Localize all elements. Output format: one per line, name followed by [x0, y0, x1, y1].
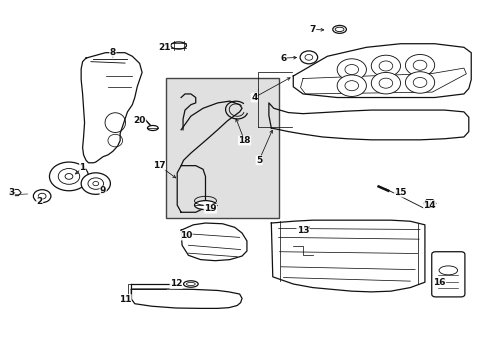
Ellipse shape: [194, 201, 216, 210]
Circle shape: [370, 55, 400, 77]
Circle shape: [344, 81, 358, 91]
Circle shape: [336, 75, 366, 96]
Text: 15: 15: [393, 188, 406, 197]
FancyBboxPatch shape: [431, 252, 464, 297]
Text: 17: 17: [153, 161, 165, 170]
Text: 6: 6: [280, 54, 286, 63]
Circle shape: [49, 162, 88, 191]
Polygon shape: [9, 189, 21, 195]
Circle shape: [405, 72, 434, 93]
Ellipse shape: [170, 42, 186, 49]
Circle shape: [378, 61, 392, 71]
Circle shape: [370, 72, 400, 94]
Text: 12: 12: [170, 279, 182, 288]
Ellipse shape: [334, 27, 343, 32]
Circle shape: [38, 193, 46, 199]
Ellipse shape: [186, 282, 195, 285]
Text: 18: 18: [238, 136, 250, 145]
Text: 19: 19: [203, 204, 216, 213]
Text: 9: 9: [100, 186, 106, 195]
Ellipse shape: [183, 281, 198, 287]
Circle shape: [405, 54, 434, 76]
Text: 16: 16: [432, 278, 445, 287]
Circle shape: [81, 173, 110, 194]
Text: 7: 7: [309, 25, 315, 34]
Circle shape: [300, 51, 317, 64]
Text: 1: 1: [80, 163, 85, 172]
Text: 21: 21: [158, 43, 170, 52]
Circle shape: [378, 78, 392, 88]
Text: 14: 14: [423, 201, 435, 210]
Ellipse shape: [332, 26, 346, 33]
Text: 3: 3: [8, 188, 15, 197]
Circle shape: [336, 59, 366, 80]
Text: 8: 8: [109, 48, 116, 57]
Text: 11: 11: [119, 294, 131, 303]
Circle shape: [65, 174, 73, 179]
Circle shape: [305, 54, 312, 60]
Ellipse shape: [438, 266, 457, 275]
Circle shape: [412, 77, 426, 87]
Circle shape: [344, 64, 358, 75]
Text: 20: 20: [133, 116, 145, 125]
Text: 10: 10: [180, 231, 192, 240]
Text: 4: 4: [250, 93, 257, 102]
Text: 13: 13: [296, 226, 308, 235]
Circle shape: [88, 178, 103, 189]
Circle shape: [58, 168, 80, 184]
Circle shape: [93, 181, 99, 186]
Circle shape: [412, 60, 426, 70]
Circle shape: [33, 190, 51, 203]
Ellipse shape: [147, 126, 158, 131]
FancyBboxPatch shape: [166, 78, 278, 218]
Text: 5: 5: [256, 156, 262, 165]
Text: 2: 2: [37, 197, 43, 206]
Polygon shape: [423, 199, 435, 207]
